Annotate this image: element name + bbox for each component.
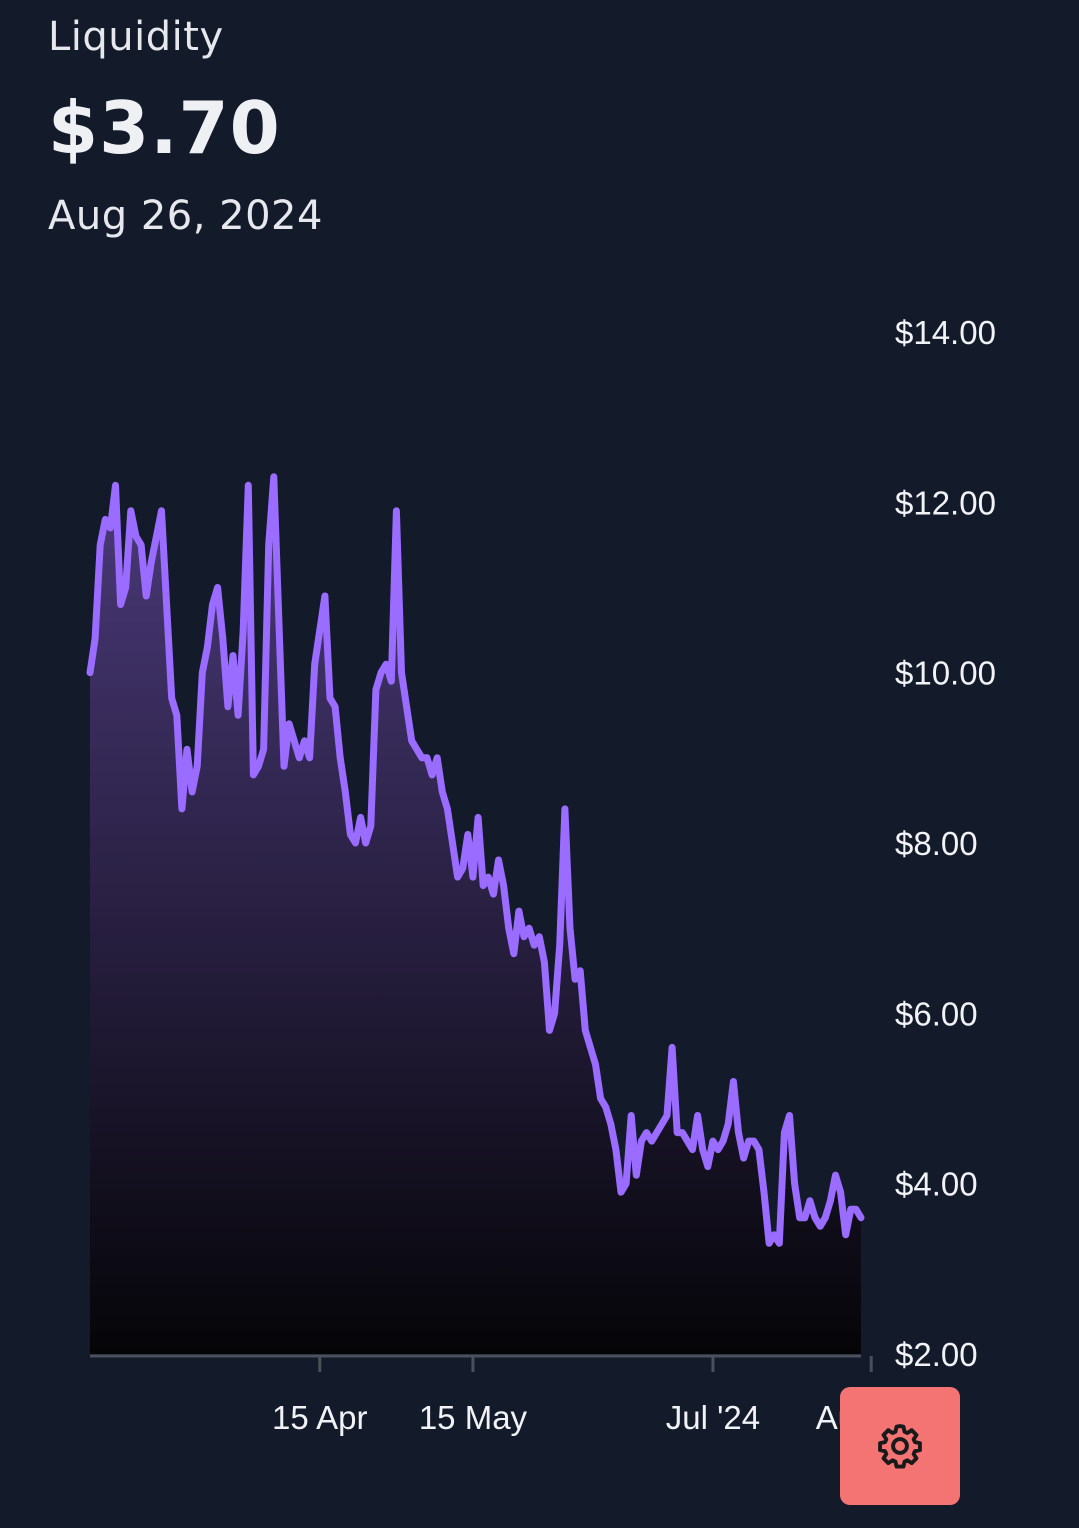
- y-tick-label: $4.00: [895, 1166, 978, 1203]
- metric-value: $3.70: [48, 86, 281, 170]
- settings-button[interactable]: [840, 1387, 960, 1505]
- y-tick-label: $6.00: [895, 995, 978, 1032]
- x-tick-label: 15 Apr: [272, 1399, 367, 1436]
- x-tick-label: Jul '24: [666, 1399, 760, 1436]
- series-line: [86, 473, 865, 1247]
- gear-icon: [878, 1424, 922, 1469]
- metric-label: Liquidity: [48, 14, 224, 60]
- y-tick-label: $10.00: [895, 655, 996, 692]
- y-tick-label: $8.00: [895, 825, 978, 862]
- y-tick-label: $12.00: [895, 484, 996, 521]
- x-tick-label: 15 May: [419, 1399, 528, 1436]
- y-tick-label: $14.00: [895, 314, 996, 351]
- metric-date: Aug 26, 2024: [48, 193, 323, 239]
- y-tick-label: $2.00: [895, 1336, 978, 1373]
- series-area: [90, 476, 861, 1354]
